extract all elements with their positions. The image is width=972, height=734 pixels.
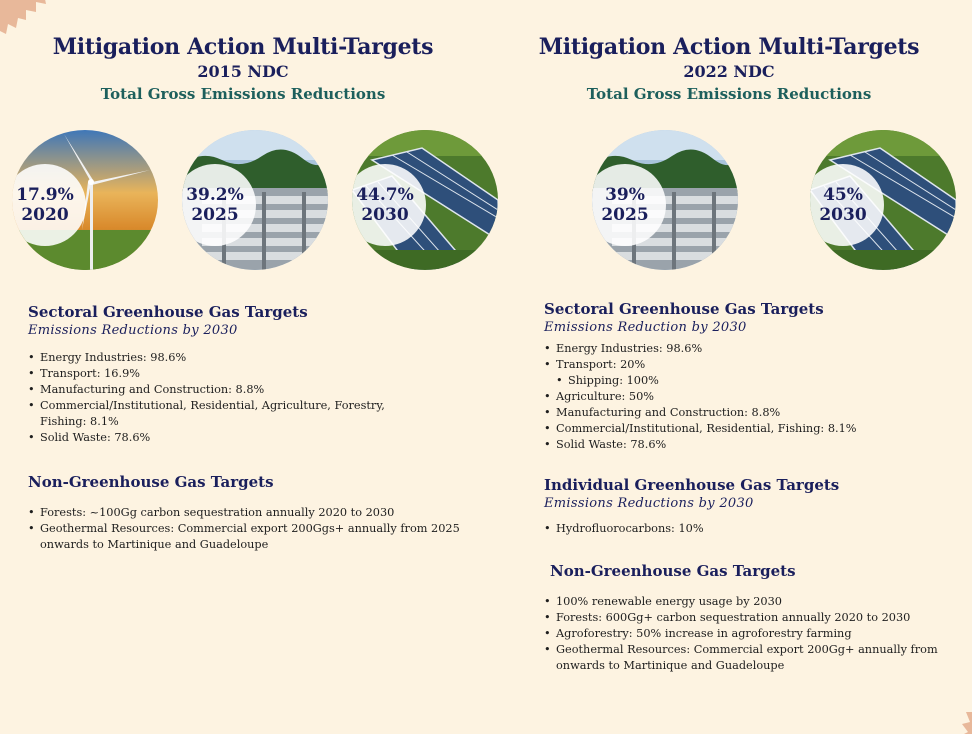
- list-item-continuation: onwards to Martinique and Guadeloupe: [40, 538, 269, 551]
- list-item: Agriculture: 50%: [544, 389, 857, 405]
- non-ghg-list-wrap: 100% renewable energy usage by 2030 Fore…: [544, 594, 972, 674]
- panel-title: Mitigation Action Multi-Targets: [52, 34, 434, 60]
- panel-header: Mitigation Action Multi-Targets 2015 NDC…: [0, 34, 486, 103]
- target-circle-2025: 39.2% 2025: [182, 130, 328, 270]
- list-item: Forests: 600Gg+ carbon sequestration ann…: [544, 610, 972, 626]
- list-item: Agroforestry: 50% increase in agroforest…: [544, 626, 972, 642]
- target-circle-2030: 45% 2030: [810, 130, 956, 270]
- target-badge: 45% 2030: [810, 164, 884, 246]
- section-heading: Non-Greenhouse Gas Targets: [550, 562, 796, 580]
- panel-subtitle: Total Gross Emissions Reductions: [586, 85, 872, 103]
- ndc-2015-panel: Mitigation Action Multi-Targets 2015 NDC…: [0, 0, 486, 734]
- target-percent: 39%: [605, 185, 645, 205]
- target-percent: 17.9%: [16, 185, 74, 205]
- list-item: 100% renewable energy usage by 2030: [544, 594, 972, 610]
- list-sub-item: Shipping: 100%: [544, 373, 857, 389]
- list-item: Energy Industries: 98.6%: [28, 350, 385, 366]
- target-list: Energy Industries: 98.6% Transport: 20% …: [544, 341, 857, 453]
- target-badge: 17.9% 2020: [12, 164, 86, 246]
- list-item-continuation: Fishing: 8.1%: [40, 415, 119, 428]
- target-badge: 39.2% 2025: [182, 164, 256, 246]
- target-circle-2020: 17.9% 2020: [12, 130, 158, 270]
- list-item: Hydrofluorocarbons: 10%: [544, 521, 839, 537]
- target-badge: 44.7% 2030: [352, 164, 426, 246]
- list-item: Energy Industries: 98.6%: [544, 341, 857, 357]
- target-year: 2030: [819, 205, 867, 225]
- list-item: Manufacturing and Construction: 8.8%: [544, 405, 857, 421]
- section-subheading: Emissions Reductions by 2030: [544, 496, 754, 511]
- list-item: Forests: ~100Gg carbon sequestration ann…: [28, 505, 460, 521]
- target-list: Forests: ~100Gg carbon sequestration ann…: [28, 505, 460, 553]
- list-item: Transport: 16.9%: [28, 366, 385, 382]
- ndc-2022-panel: Mitigation Action Multi-Targets 2022 NDC…: [486, 0, 972, 734]
- target-year: 2020: [21, 205, 69, 225]
- ndc-label: 2015 NDC: [197, 62, 289, 81]
- panel-subtitle: Total Gross Emissions Reductions: [100, 85, 386, 103]
- target-circle-2025: 39% 2025: [592, 130, 738, 270]
- section-subheading: Emissions Reductions by 2030: [28, 323, 238, 338]
- section-heading: Non-Greenhouse Gas Targets: [28, 473, 274, 491]
- list-item: Transport: 20%: [544, 357, 857, 373]
- target-percent: 45%: [823, 185, 863, 205]
- non-ghg-section: Non-Greenhouse Gas Targets Forests: ~100…: [28, 473, 460, 553]
- sectoral-ghg-section: Sectoral Greenhouse Gas Targets Emission…: [28, 303, 385, 446]
- non-ghg-section: Non-Greenhouse Gas Targets: [550, 562, 796, 580]
- target-badge: 39% 2025: [592, 164, 666, 246]
- list-item: Solid Waste: 78.6%: [544, 437, 857, 453]
- list-item: Commercial/Institutional, Residential, A…: [28, 398, 385, 414]
- list-item: Solid Waste: 78.6%: [28, 430, 385, 446]
- target-list: 100% renewable energy usage by 2030 Fore…: [544, 594, 972, 674]
- target-circle-2030: 44.7% 2030: [352, 130, 498, 270]
- section-subheading: Emissions Reduction by 2030: [544, 320, 747, 335]
- target-list: Hydrofluorocarbons: 10%: [544, 521, 839, 537]
- section-heading: Sectoral Greenhouse Gas Targets: [544, 300, 824, 318]
- list-item: Commercial/Institutional, Residential, F…: [544, 421, 857, 437]
- geothermal-plant-icon: [182, 130, 328, 270]
- sectoral-ghg-section: Sectoral Greenhouse Gas Targets Emission…: [544, 300, 857, 453]
- list-item: Geothermal Resources: Commercial export …: [28, 521, 460, 537]
- panel-header: Mitigation Action Multi-Targets 2022 NDC…: [486, 34, 972, 103]
- target-year: 2030: [361, 205, 409, 225]
- list-item: Geothermal Resources: Commercial export …: [544, 642, 972, 658]
- target-percent: 44.7%: [356, 185, 414, 205]
- list-item-continuation: onwards to Martinique and Guadeloupe: [556, 659, 785, 672]
- section-heading: Individual Greenhouse Gas Targets: [544, 476, 840, 494]
- target-list: Energy Industries: 98.6% Transport: 16.9…: [28, 350, 385, 446]
- panel-title: Mitigation Action Multi-Targets: [538, 34, 920, 60]
- ndc-label: 2022 NDC: [683, 62, 775, 81]
- target-year: 2025: [191, 205, 239, 225]
- individual-ghg-section: Individual Greenhouse Gas Targets Emissi…: [544, 476, 839, 537]
- corner-decoration: [962, 702, 972, 734]
- section-heading: Sectoral Greenhouse Gas Targets: [28, 303, 308, 321]
- target-percent: 39.2%: [186, 185, 244, 205]
- target-year: 2025: [601, 205, 649, 225]
- list-item: Manufacturing and Construction: 8.8%: [28, 382, 385, 398]
- corner-decoration: [0, 0, 46, 34]
